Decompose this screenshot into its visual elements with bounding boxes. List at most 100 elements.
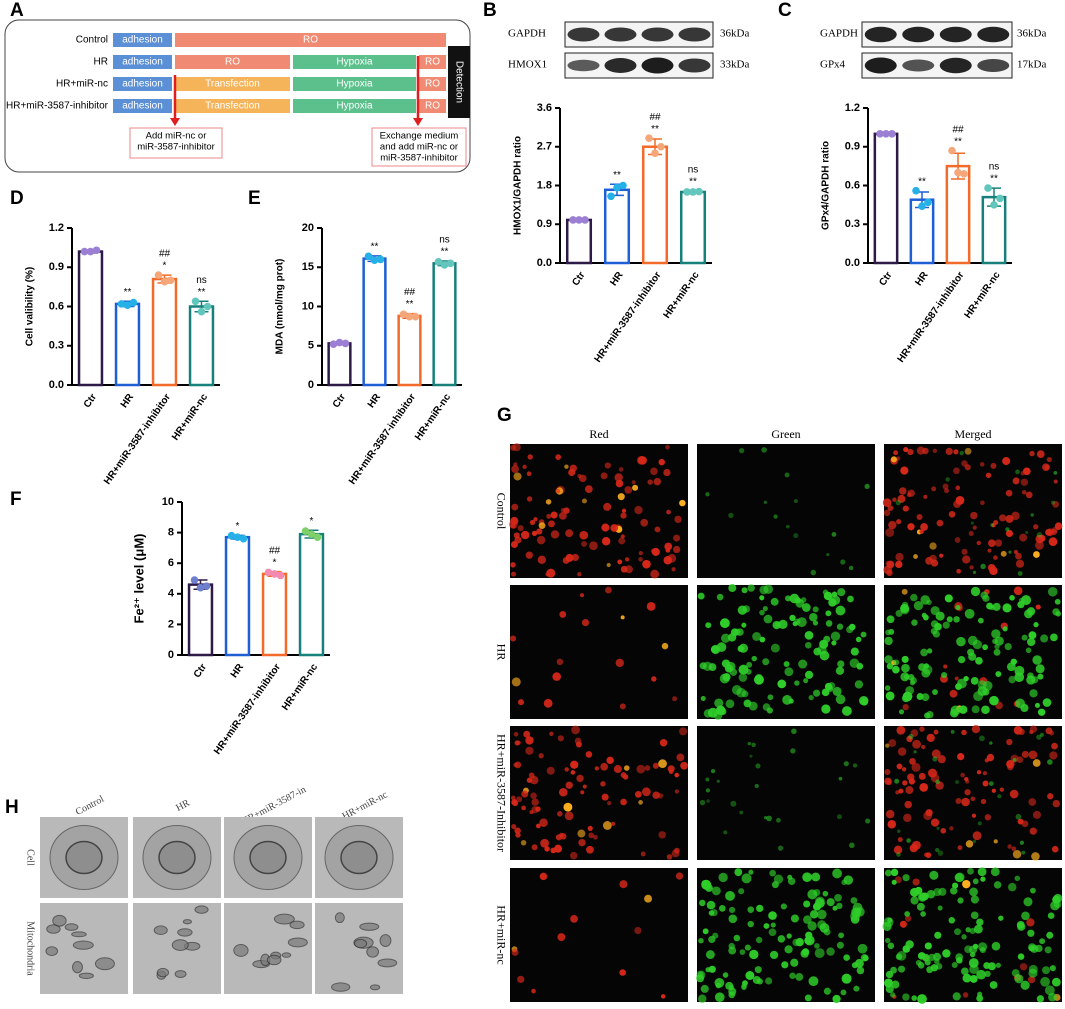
red-cell [644, 765, 651, 771]
green-cell [971, 705, 980, 714]
green-cell [970, 677, 979, 685]
red-cell [920, 523, 928, 531]
significance-mark: * [310, 516, 314, 527]
green-cell [992, 602, 1001, 611]
green-cell [840, 559, 846, 565]
red-cell [611, 821, 616, 826]
red-cell [926, 733, 935, 742]
red-cell [1006, 738, 1013, 746]
green-cell [977, 821, 982, 826]
red-cell [565, 781, 573, 789]
green-cell [822, 890, 829, 897]
green-cell [706, 799, 710, 803]
y-tick-label: 0.9 [49, 261, 64, 273]
green-cell [830, 631, 841, 641]
red-cell [511, 571, 517, 577]
green-cell [865, 818, 871, 824]
green-cell [808, 976, 819, 987]
green-cell [836, 623, 844, 630]
red-cell [577, 572, 582, 577]
green-cell [1055, 611, 1062, 617]
green-cell [770, 643, 780, 653]
red-cell [929, 542, 937, 550]
red-cell [520, 530, 530, 540]
data-point [440, 261, 449, 269]
red-cell [962, 555, 971, 564]
green-cell [794, 680, 800, 686]
red-cell [896, 519, 902, 525]
green-cell [850, 897, 858, 904]
green-cell [747, 906, 755, 913]
row-label: HR [94, 57, 108, 68]
green-cell [954, 873, 964, 883]
red-cell [510, 516, 519, 525]
red-cell [1052, 500, 1060, 508]
green-cell [812, 689, 821, 697]
mitochondrion [46, 924, 61, 934]
red-cell [909, 758, 916, 765]
significance-mark: ** [689, 177, 697, 188]
red-cell [578, 838, 586, 847]
red-cell [624, 557, 630, 562]
green-cell [763, 614, 773, 624]
red-cell [906, 492, 912, 498]
red-cell [615, 479, 624, 488]
detection-label: Detection [453, 61, 464, 103]
red-cell [610, 524, 619, 532]
red-cell [570, 760, 579, 769]
mitochondrion [174, 970, 187, 978]
green-cell [1008, 550, 1012, 554]
green-cell [837, 660, 845, 668]
blot-band [678, 27, 711, 42]
green-cell [884, 655, 893, 664]
green-cell [705, 950, 715, 959]
green-cell [831, 532, 837, 537]
green-cell [793, 533, 799, 539]
red-cell [653, 548, 659, 554]
green-cell [730, 628, 739, 637]
red-cell [531, 530, 538, 536]
red-cell [529, 519, 536, 525]
green-cell [728, 512, 734, 519]
y-tick-label: 1.2 [845, 102, 860, 114]
green-cell [963, 675, 969, 682]
y-tick-label: 0 [308, 379, 314, 391]
red-cell [511, 798, 518, 806]
data-point [80, 247, 89, 256]
red-cell [984, 814, 991, 821]
red-cell [680, 761, 688, 770]
red-cell [658, 831, 666, 839]
red-cell [581, 498, 587, 504]
green-cell [970, 521, 974, 525]
bar [641, 145, 669, 265]
timeline-segment [175, 99, 290, 113]
green-cell [754, 674, 764, 685]
segment-label: adhesion [122, 79, 163, 90]
mitochondrion [64, 923, 79, 931]
mitochondrion [359, 922, 380, 931]
green-cell [773, 874, 784, 884]
data-point [341, 339, 350, 348]
green-cell [789, 614, 796, 622]
x-tick-label: Ctr [192, 662, 209, 680]
red-cell [953, 449, 959, 455]
green-cell [737, 605, 747, 615]
green-cell [932, 756, 938, 762]
y-tick-label: 3.6 [537, 102, 552, 114]
green-cell [804, 994, 812, 1002]
green-cell [916, 902, 925, 911]
cell-cluster [884, 724, 1061, 861]
green-cell [714, 698, 724, 708]
data-point [276, 571, 285, 580]
green-cell [977, 991, 983, 997]
green-cell [972, 878, 979, 885]
mitochondrion [94, 957, 115, 971]
green-cell [838, 776, 843, 781]
green-cell [884, 937, 891, 944]
red-cell [652, 791, 660, 799]
red-cell [991, 788, 996, 793]
significance-mark: ## [952, 124, 964, 135]
data-point [154, 271, 163, 279]
red-cell [666, 854, 673, 860]
data-point [575, 216, 583, 224]
